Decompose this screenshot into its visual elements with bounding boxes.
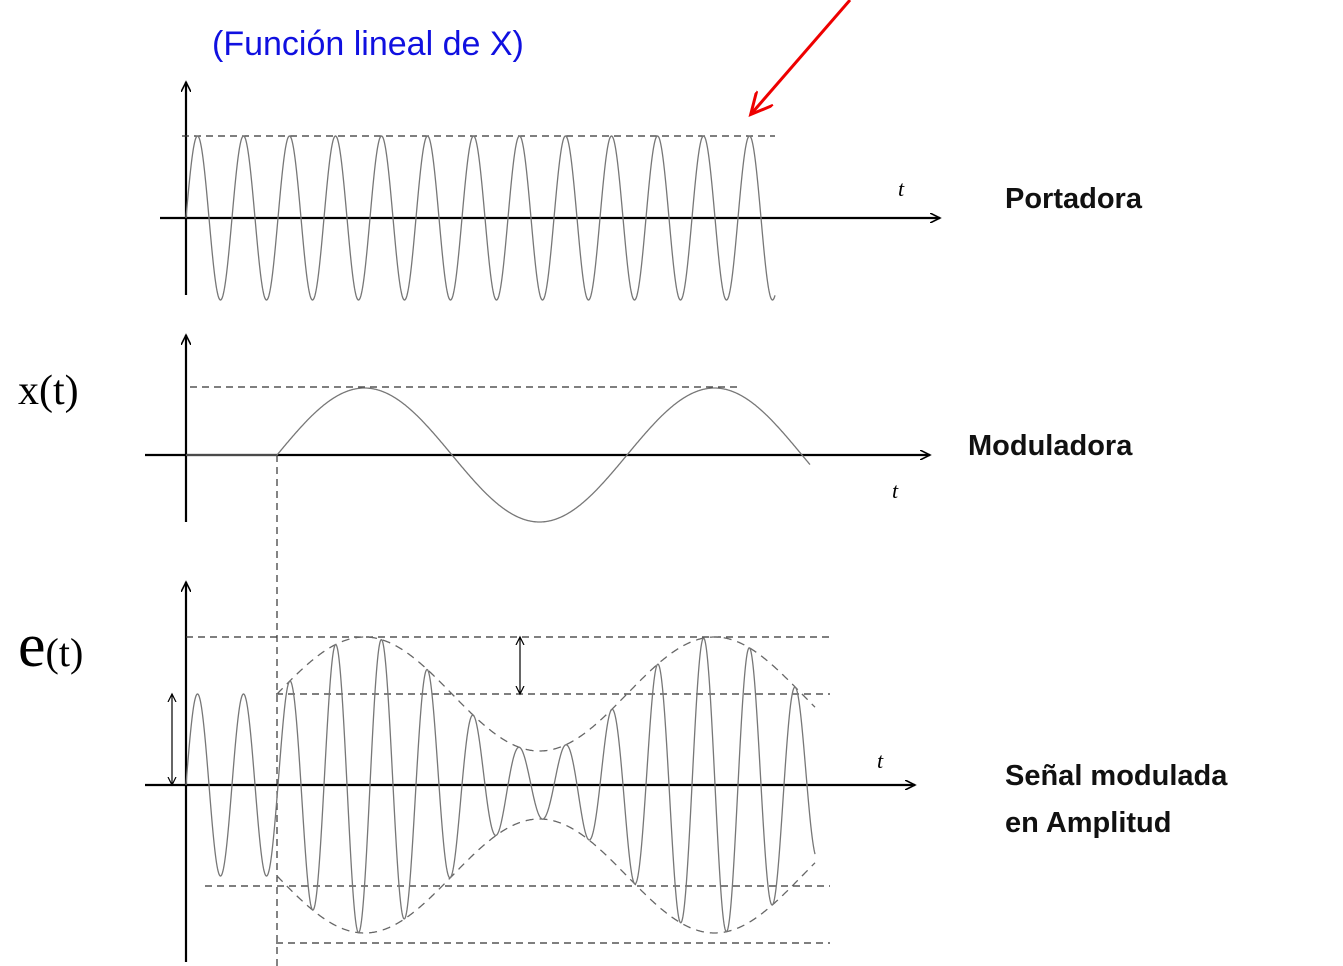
annotation: (Función lineal de X) (212, 25, 524, 63)
signal-letter: e (18, 612, 46, 680)
axis-label: t (877, 748, 884, 773)
am-wave (185, 637, 816, 934)
red-arrow (752, 0, 852, 113)
axis-label: t (898, 176, 905, 201)
modulator-wave (186, 387, 811, 523)
panel-label: Portadora (1005, 183, 1143, 215)
panel-label: Señal modulada (1005, 760, 1228, 792)
envelope (276, 636, 816, 752)
signal-label: e(t) (18, 612, 83, 680)
panel-label: Moduladora (968, 430, 1133, 462)
panel-label: en Amplitud (1005, 807, 1171, 839)
axis-label: t (892, 478, 899, 503)
envelope (276, 818, 816, 934)
signal-argument: (t) (46, 630, 84, 675)
carrier-wave (185, 135, 776, 301)
signal-label: x(t) (18, 368, 79, 414)
